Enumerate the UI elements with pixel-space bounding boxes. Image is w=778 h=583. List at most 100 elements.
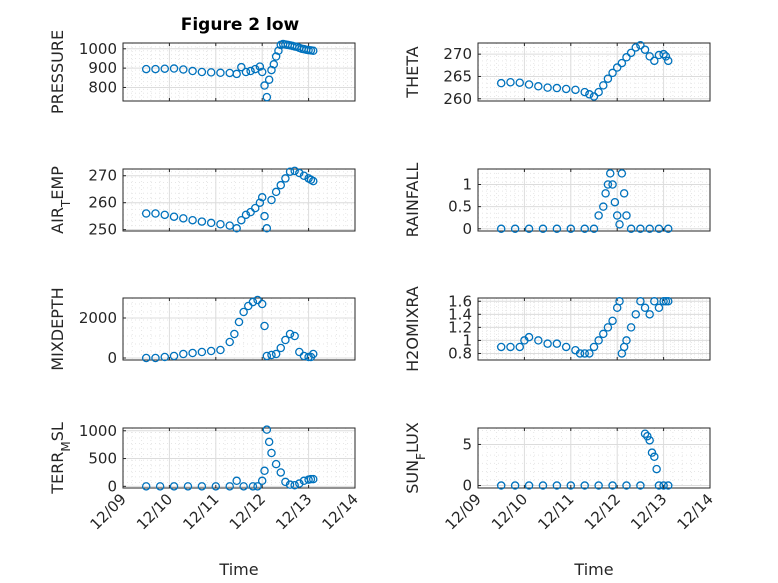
- data-point: [615, 297, 624, 306]
- data-point: [603, 180, 613, 189]
- data-point: [580, 87, 589, 97]
- data-point: [250, 203, 260, 213]
- data-point: [241, 67, 251, 77]
- y-tick-label: 265: [443, 67, 472, 85]
- data-point: [617, 169, 627, 178]
- data-point: [496, 481, 506, 490]
- data-point: [151, 209, 160, 218]
- y-axis-label: THETA: [403, 46, 422, 98]
- data-point: [585, 90, 594, 99]
- series-air-temp: [141, 166, 318, 233]
- y-axis-label-subscript: T: [59, 199, 73, 208]
- data-point: [631, 310, 641, 319]
- data-point: [232, 476, 241, 486]
- axes-box: [477, 297, 711, 361]
- data-point: [237, 215, 246, 225]
- y-tick-label: 0: [462, 220, 472, 238]
- data-point: [271, 349, 281, 359]
- data-point: [285, 480, 295, 489]
- data-point: [295, 479, 304, 488]
- data-point: [626, 224, 636, 234]
- data-point: [225, 68, 234, 78]
- y-tick-label: 5: [462, 435, 472, 453]
- data-point: [608, 481, 617, 490]
- data-point: [239, 307, 248, 317]
- data-point: [524, 332, 534, 342]
- y-tick-label: 1000: [79, 422, 117, 440]
- data-point: [160, 64, 170, 73]
- data-point: [524, 224, 534, 234]
- data-point: [183, 482, 193, 491]
- data-point: [645, 310, 654, 319]
- subplot-mixdepth: 0 2000 MIXDEPTH: [48, 287, 356, 371]
- data-point: [169, 482, 179, 491]
- x-tick-label: 12/10: [133, 490, 176, 533]
- y-tick-label: 260: [443, 90, 472, 108]
- x-tick-label: 12/11: [534, 490, 577, 533]
- x-tick-label: 12/10: [488, 490, 531, 533]
- data-point: [594, 481, 603, 490]
- axes-box: [477, 42, 711, 102]
- data-point: [566, 224, 576, 234]
- data-point: [308, 46, 318, 55]
- data-point: [262, 92, 272, 102]
- data-point: [543, 83, 552, 92]
- y-tick-label: 0: [107, 477, 117, 495]
- subplot-rainfall: 0 0.5 1 RAINFALL: [403, 163, 711, 238]
- y-axis-label: MIXDEPTH: [48, 287, 67, 370]
- subplot-theta: 260 265 270 THETA: [403, 40, 711, 108]
- data-point: [264, 437, 274, 447]
- data-point: [640, 303, 650, 313]
- y-tick-label: 1.6: [448, 292, 472, 310]
- data-point: [524, 481, 534, 490]
- y-axis-label-subscript: F: [414, 453, 428, 460]
- y-tick-label: 1: [462, 176, 472, 194]
- data-point: [248, 297, 258, 307]
- data-point: [281, 335, 290, 345]
- data-point: [612, 211, 622, 220]
- data-point: [262, 224, 272, 233]
- data-point: [617, 58, 627, 68]
- data-point: [659, 481, 668, 490]
- y-tick-label: 0: [462, 477, 472, 495]
- data-point: [603, 74, 613, 83]
- data-point: [264, 75, 274, 84]
- data-point: [661, 52, 671, 61]
- data-point: [308, 474, 318, 484]
- data-point: [594, 87, 603, 97]
- data-point: [197, 347, 207, 357]
- y-axis-label: TERRMSL: [48, 422, 73, 495]
- data-point: [197, 217, 207, 226]
- data-point: [262, 425, 272, 434]
- data-point: [257, 299, 267, 309]
- data-point: [599, 202, 608, 211]
- axes-box: [477, 427, 711, 489]
- data-point: [253, 295, 262, 305]
- y-axis-label-part: MIXDEPTH: [48, 287, 67, 370]
- data-point: [515, 78, 525, 87]
- subplot-sun-flux: 0 5 12/09 12/10 12/11 12/12 12/13 12/14 Time SUNF…: [403, 422, 717, 579]
- data-point: [622, 481, 631, 490]
- x-tick-label: 12/14: [674, 490, 717, 533]
- data-point: [281, 174, 290, 183]
- series-sun-flux: [496, 429, 673, 490]
- data-point: [169, 64, 179, 73]
- data-point: [650, 452, 659, 462]
- data-point: [566, 481, 576, 490]
- data-point: [276, 180, 286, 190]
- data-point: [255, 198, 265, 207]
- y-tick-label: 250: [88, 221, 117, 239]
- data-point: [663, 56, 673, 66]
- x-tick-label: 12/11: [179, 490, 222, 533]
- data-point: [496, 78, 506, 88]
- data-point: [230, 329, 239, 339]
- data-point: [276, 343, 286, 353]
- data-point: [631, 43, 641, 52]
- data-point: [589, 92, 599, 101]
- y-axis-label: PRESSURE: [48, 30, 67, 114]
- data-point: [306, 474, 316, 484]
- x-tick-label: 12/09: [442, 490, 485, 533]
- data-point: [580, 349, 589, 358]
